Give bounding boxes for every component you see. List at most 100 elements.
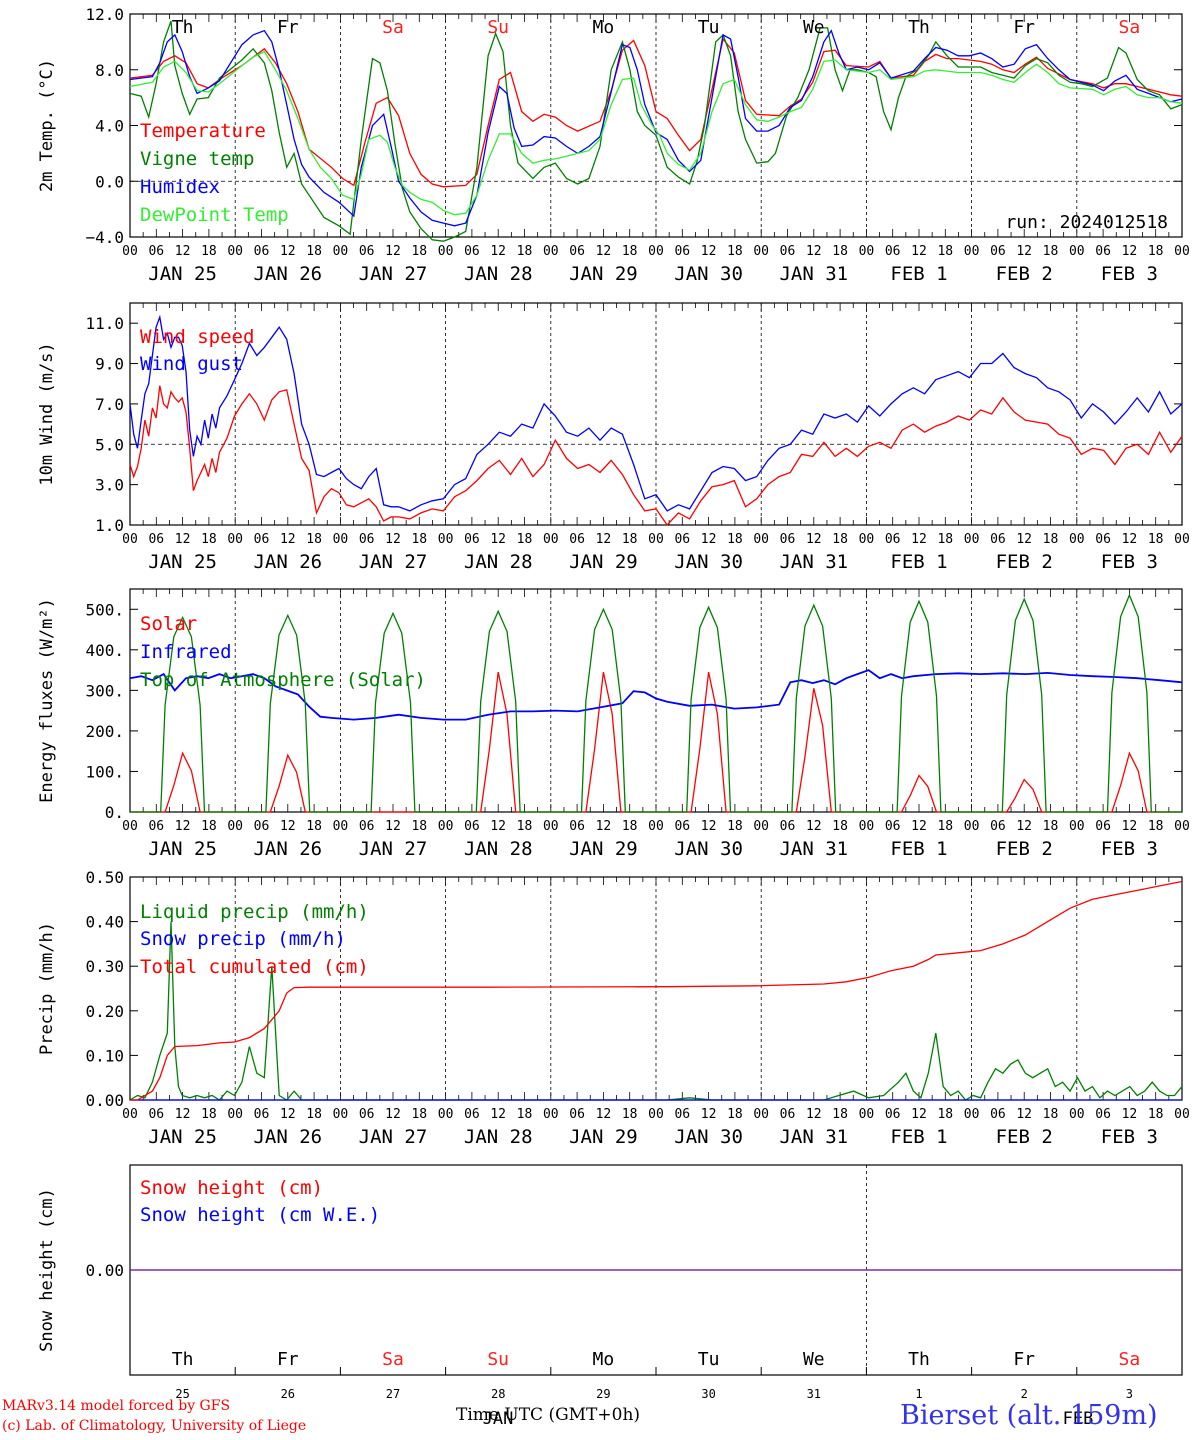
hour-label: 00: [227, 819, 243, 834]
hour-label: 00: [543, 532, 559, 547]
date-label: JAN 25: [148, 838, 217, 860]
hour-label: 12: [490, 819, 506, 834]
date-label: JAN 29: [569, 263, 638, 285]
series-line-3-1: [130, 671, 1182, 813]
day-name-top: Th: [172, 17, 194, 38]
date-label: JAN 31: [779, 551, 848, 573]
date-label: JAN 30: [674, 838, 743, 860]
hour-label: 00: [543, 819, 559, 834]
date-label: FEB 3: [1101, 1126, 1158, 1148]
date-label: JAN 31: [779, 1126, 848, 1148]
hour-label: 06: [148, 244, 164, 259]
hour-label: 12: [911, 532, 927, 547]
hour-label: 12: [1122, 819, 1138, 834]
hour-label: 06: [569, 532, 585, 547]
hour-label: 18: [1043, 532, 1059, 547]
hour-label: 18: [727, 532, 743, 547]
y-tick-label: −4.0: [85, 228, 124, 247]
hour-label: 12: [806, 244, 822, 259]
hour-label: 06: [780, 244, 796, 259]
y-tick-label: 0.20: [85, 1002, 124, 1021]
date-label: JAN 31: [779, 263, 848, 285]
hour-label: 12: [701, 1107, 717, 1122]
hour-label: 00: [333, 532, 349, 547]
hour-label: 12: [385, 532, 401, 547]
hour-label: 06: [569, 819, 585, 834]
legend-entry: Vigne temp: [140, 148, 254, 170]
hour-label: 12: [596, 1107, 612, 1122]
hour-label: 00: [964, 1107, 980, 1122]
date-label: JAN 27: [359, 838, 428, 860]
date-label: JAN 26: [253, 1126, 322, 1148]
hour-label: 12: [806, 1107, 822, 1122]
hour-label: 06: [359, 819, 375, 834]
hour-label: 18: [832, 532, 848, 547]
hour-label: 00: [333, 819, 349, 834]
series-line-1-2: [129, 20, 1183, 242]
hour-label: 00: [859, 244, 875, 259]
station-name: Bierset (alt. 159m): [900, 1400, 1158, 1431]
hour-label: 12: [1016, 532, 1032, 547]
hour-label: 12: [280, 819, 296, 834]
hour-label: 00: [122, 244, 138, 259]
date-label: JAN 27: [359, 263, 428, 285]
hour-label: 06: [674, 244, 690, 259]
y-tick-label: 8.0: [95, 61, 124, 80]
y-tick-label: 7.0: [95, 395, 124, 414]
hour-label: 12: [596, 532, 612, 547]
y-tick-label: 12.0: [85, 5, 124, 24]
hour-label: 06: [1095, 819, 1111, 834]
legend-entry: Temperature: [140, 120, 266, 142]
hour-label: 18: [517, 819, 533, 834]
run-label: run: 2024012518: [1005, 212, 1168, 233]
panel-3: [129, 588, 1183, 813]
day-number-bottom: 31: [807, 1387, 821, 1401]
day-name-top: Mo: [593, 17, 615, 38]
hour-label: 06: [885, 1107, 901, 1122]
hour-label: 18: [411, 819, 427, 834]
series-line-2-1: [129, 385, 1183, 527]
hour-label: 06: [464, 1107, 480, 1122]
day-name-bottom: Th: [172, 1349, 194, 1370]
hour-label: 12: [280, 1107, 296, 1122]
date-label: JAN 25: [148, 551, 217, 573]
day-name-bottom: Sa: [1119, 1349, 1141, 1370]
hour-label: 06: [990, 244, 1006, 259]
hour-label: 12: [596, 819, 612, 834]
y-axis-label: Snow height (cm): [37, 1188, 57, 1352]
hour-label: 00: [438, 1107, 454, 1122]
y-tick-label: 0.: [105, 803, 124, 822]
date-label: JAN 30: [674, 263, 743, 285]
day-number-bottom: 2: [1021, 1387, 1028, 1401]
y-tick-label: 0.0: [95, 172, 124, 191]
date-label: FEB 1: [890, 1126, 947, 1148]
y-tick-label: 0.40: [85, 913, 124, 932]
hour-label: 06: [359, 532, 375, 547]
legend-entry: Infrared: [140, 641, 232, 663]
hour-label: 18: [517, 1107, 533, 1122]
day-name-top: Th: [908, 17, 930, 38]
date-label: JAN 27: [359, 551, 428, 573]
series-line-1-4: [129, 50, 1183, 216]
hour-label: 06: [990, 532, 1006, 547]
day-number-bottom: 25: [175, 1387, 189, 1401]
panel-2: [129, 302, 1183, 527]
hour-label: 12: [385, 819, 401, 834]
date-label: JAN 29: [569, 551, 638, 573]
date-label: JAN 28: [464, 263, 533, 285]
y-tick-label: 100.: [85, 762, 124, 781]
hour-label: 12: [1122, 1107, 1138, 1122]
hour-label: 00: [753, 532, 769, 547]
legend-entry: Total cumulated (cm): [140, 956, 369, 978]
date-label: FEB 1: [890, 551, 947, 573]
hour-label: 18: [306, 1107, 322, 1122]
day-name-top: Tu: [698, 17, 720, 38]
series-line-4-3: [130, 880, 1183, 1101]
hour-label: 06: [1095, 244, 1111, 259]
y-tick-label: 400.: [85, 641, 124, 660]
date-label: JAN 31: [779, 838, 848, 860]
hour-label: 06: [464, 819, 480, 834]
legend-entry: Liquid precip (mm/h): [140, 901, 369, 923]
date-label: JAN 25: [148, 1126, 217, 1148]
hour-label: 00: [859, 819, 875, 834]
